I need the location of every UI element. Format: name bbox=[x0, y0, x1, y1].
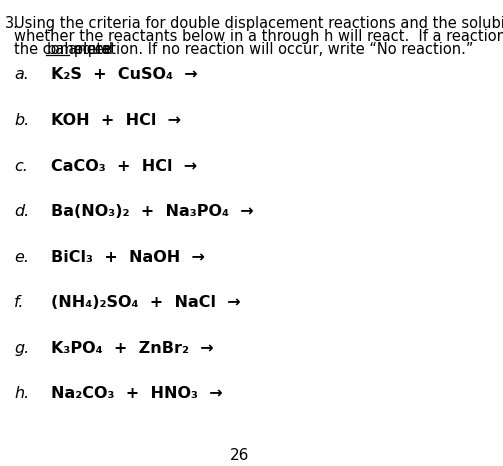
Text: h.: h. bbox=[14, 386, 30, 402]
Text: Ba(NO₃)₂  +  Na₃PO₄  →: Ba(NO₃)₂ + Na₃PO₄ → bbox=[51, 204, 254, 219]
Text: Using the criteria for double displacement reactions and the solubility table, p: Using the criteria for double displaceme… bbox=[14, 16, 503, 31]
Text: e.: e. bbox=[14, 250, 29, 265]
Text: g.: g. bbox=[14, 341, 30, 356]
Text: a.: a. bbox=[14, 68, 29, 82]
Text: 3.: 3. bbox=[5, 16, 19, 31]
Text: K₃PO₄  +  ZnBr₂  →: K₃PO₄ + ZnBr₂ → bbox=[51, 341, 213, 356]
Text: the complete: the complete bbox=[14, 41, 116, 57]
Text: d.: d. bbox=[14, 204, 30, 219]
Text: Na₂CO₃  +  HNO₃  →: Na₂CO₃ + HNO₃ → bbox=[51, 386, 222, 402]
Text: whether the reactants below in a through h will react.  If a reaction will occur: whether the reactants below in a through… bbox=[14, 29, 503, 44]
Text: BiCl₃  +  NaOH  →: BiCl₃ + NaOH → bbox=[51, 250, 205, 265]
Text: equation. If no reaction will occur, write “No reaction.”: equation. If no reaction will occur, wri… bbox=[69, 41, 474, 57]
Text: 26: 26 bbox=[229, 448, 249, 463]
Text: c.: c. bbox=[14, 158, 28, 173]
Text: K₂S  +  CuSO₄  →: K₂S + CuSO₄ → bbox=[51, 68, 197, 82]
Text: (NH₄)₂SO₄  +  NaCl  →: (NH₄)₂SO₄ + NaCl → bbox=[51, 295, 240, 310]
Text: balanced: balanced bbox=[46, 41, 113, 57]
Text: CaCO₃  +  HCl  →: CaCO₃ + HCl → bbox=[51, 158, 197, 173]
Text: f.: f. bbox=[14, 295, 25, 310]
Text: b.: b. bbox=[14, 113, 30, 128]
Text: KOH  +  HCl  →: KOH + HCl → bbox=[51, 113, 181, 128]
